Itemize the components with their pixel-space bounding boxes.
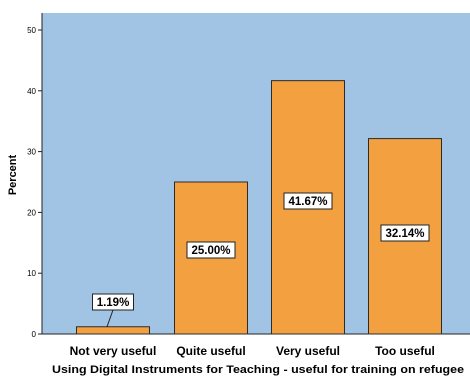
bar — [76, 326, 150, 335]
data-label-box — [380, 224, 430, 242]
y-axis-title: Percent — [7, 154, 19, 195]
x-category-label: Not very useful — [70, 344, 157, 358]
data-label: 1.19% — [97, 297, 130, 309]
data-label: 32.14% — [385, 228, 424, 240]
data-label-leader — [106, 309, 114, 327]
bars: 1.19% 25.00% 41.67% 32.14% — [76, 80, 442, 335]
x-category-label: Too useful — [375, 344, 435, 358]
data-label-box — [92, 293, 134, 311]
y-tick-label: 50 — [27, 26, 36, 35]
x-category-label: Quite useful — [176, 344, 245, 358]
y-tick-label: 30 — [27, 148, 36, 157]
x-axis-category-labels: Not very useful Quite useful Very useful To… — [70, 344, 435, 358]
x-category-label: Very useful — [276, 344, 340, 358]
data-label: 25.00% — [191, 245, 230, 257]
x-axis-title: Using Digital Instruments for Teaching -… — [52, 364, 464, 376]
y-axis-ticks: 0 10 20 30 40 50 — [27, 26, 42, 339]
y-tick-label: 0 — [32, 330, 37, 339]
y-tick-label: 20 — [27, 208, 36, 217]
data-label-box — [283, 192, 333, 210]
y-tick-label: 40 — [27, 87, 36, 96]
data-label-box — [186, 241, 236, 259]
data-label: 41.67% — [288, 196, 327, 208]
y-tick-label: 10 — [27, 269, 36, 278]
